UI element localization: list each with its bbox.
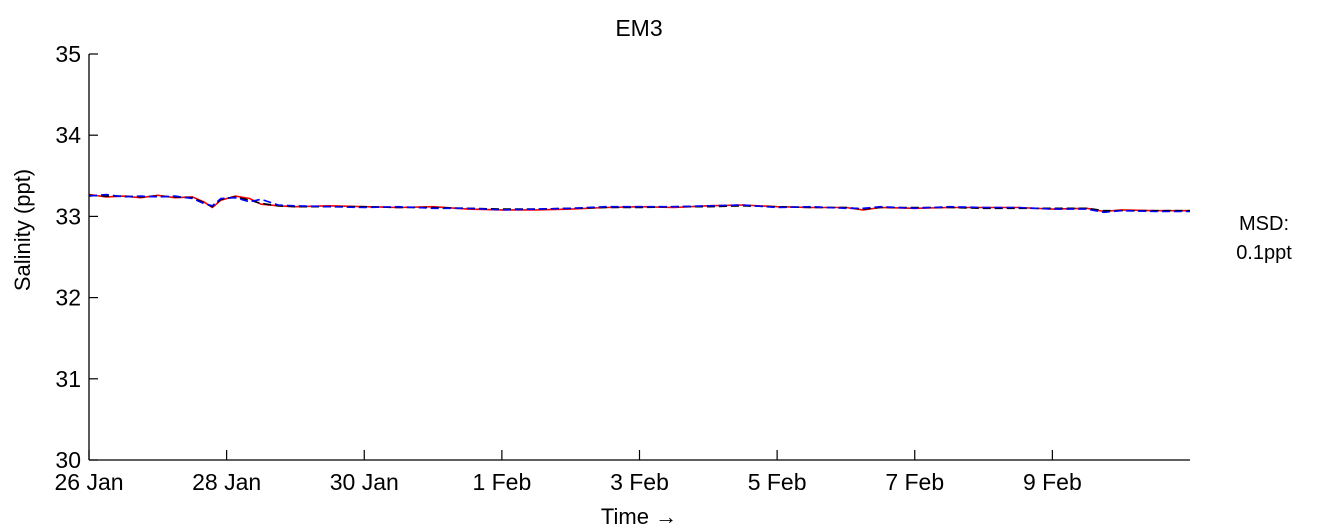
series-line-3 [88,193,1190,214]
y-tick-label: 33 [55,203,81,229]
series-layer [88,193,1190,214]
x-tick-label: 9 Feb [1023,469,1082,495]
x-tick-label: 7 Feb [885,469,944,495]
chart-title: EM3 [615,15,662,41]
x-tick-label: 3 Feb [610,469,669,495]
x-axis-title: Time → [601,504,677,529]
y-tick-label: 30 [55,447,81,473]
x-ticks: 26 Jan 28 Jan 30 Jan 1 Feb 3 Feb 5 Feb 7 Feb 9 … [54,450,1082,495]
x-tick-label: 26 Jan [54,469,123,495]
y-axis-title: Salinity (ppt) [10,169,35,291]
y-tick-label: 31 [55,366,81,392]
y-tick-label: 32 [55,285,81,311]
x-tick-label: 30 Jan [330,469,399,495]
x-tick-label: 28 Jan [192,469,261,495]
msd-annotation: MSD: 0.1ppt [1236,213,1292,264]
x-tick-label: 5 Feb [748,469,807,495]
y-ticks: 30 31 32 33 34 35 [55,41,98,473]
y-tick-label: 34 [55,122,81,148]
y-tick-label: 35 [55,41,81,67]
msd-annotation-label: MSD: [1239,213,1289,235]
plot-area [88,193,1190,214]
x-tick-label: 1 Feb [472,469,531,495]
axes-layer [88,54,1190,461]
msd-annotation-value: 0.1ppt [1236,242,1292,264]
